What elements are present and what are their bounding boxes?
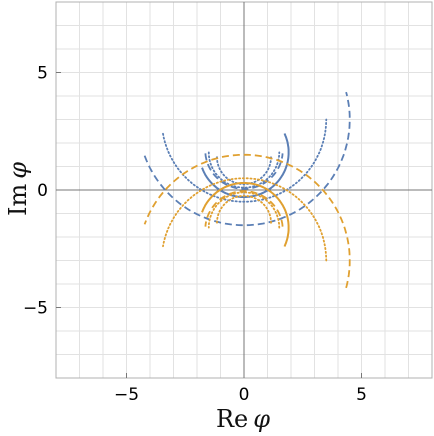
y-tick-label: 0 [37, 181, 48, 201]
series-upper-dotted-arc [216, 156, 272, 186]
series-lower-dashed-arc [143, 153, 351, 289]
series-upper-dashed-arc [143, 91, 351, 227]
series-upper-dashed-arc [204, 153, 284, 190]
series-upper-solid-arc [201, 133, 290, 198]
series-lower-dashed-arc [204, 190, 284, 227]
x-tick-label: −5 [114, 385, 139, 405]
series-upper-dotted-arc [207, 151, 281, 189]
series-lower-dotted-arc [207, 191, 281, 229]
tick-labels: −5 0 5 −5 0 5 [23, 64, 367, 406]
series-lower-solid-arc [201, 182, 290, 247]
axes [55, 1, 433, 379]
x-axis-label: Re φ [216, 405, 270, 433]
series-upper-dotted-arc [162, 118, 328, 203]
x-tick-label: 0 [239, 385, 250, 405]
x-tick-label: 5 [356, 385, 367, 405]
series-group [143, 91, 351, 289]
y-tick-label: 5 [37, 64, 48, 84]
series-lower-dotted-arc [162, 177, 328, 262]
y-axis-label: Imφ [4, 162, 32, 216]
y-tick-label: −5 [23, 299, 48, 319]
series-lower-dotted-arc [216, 194, 272, 224]
